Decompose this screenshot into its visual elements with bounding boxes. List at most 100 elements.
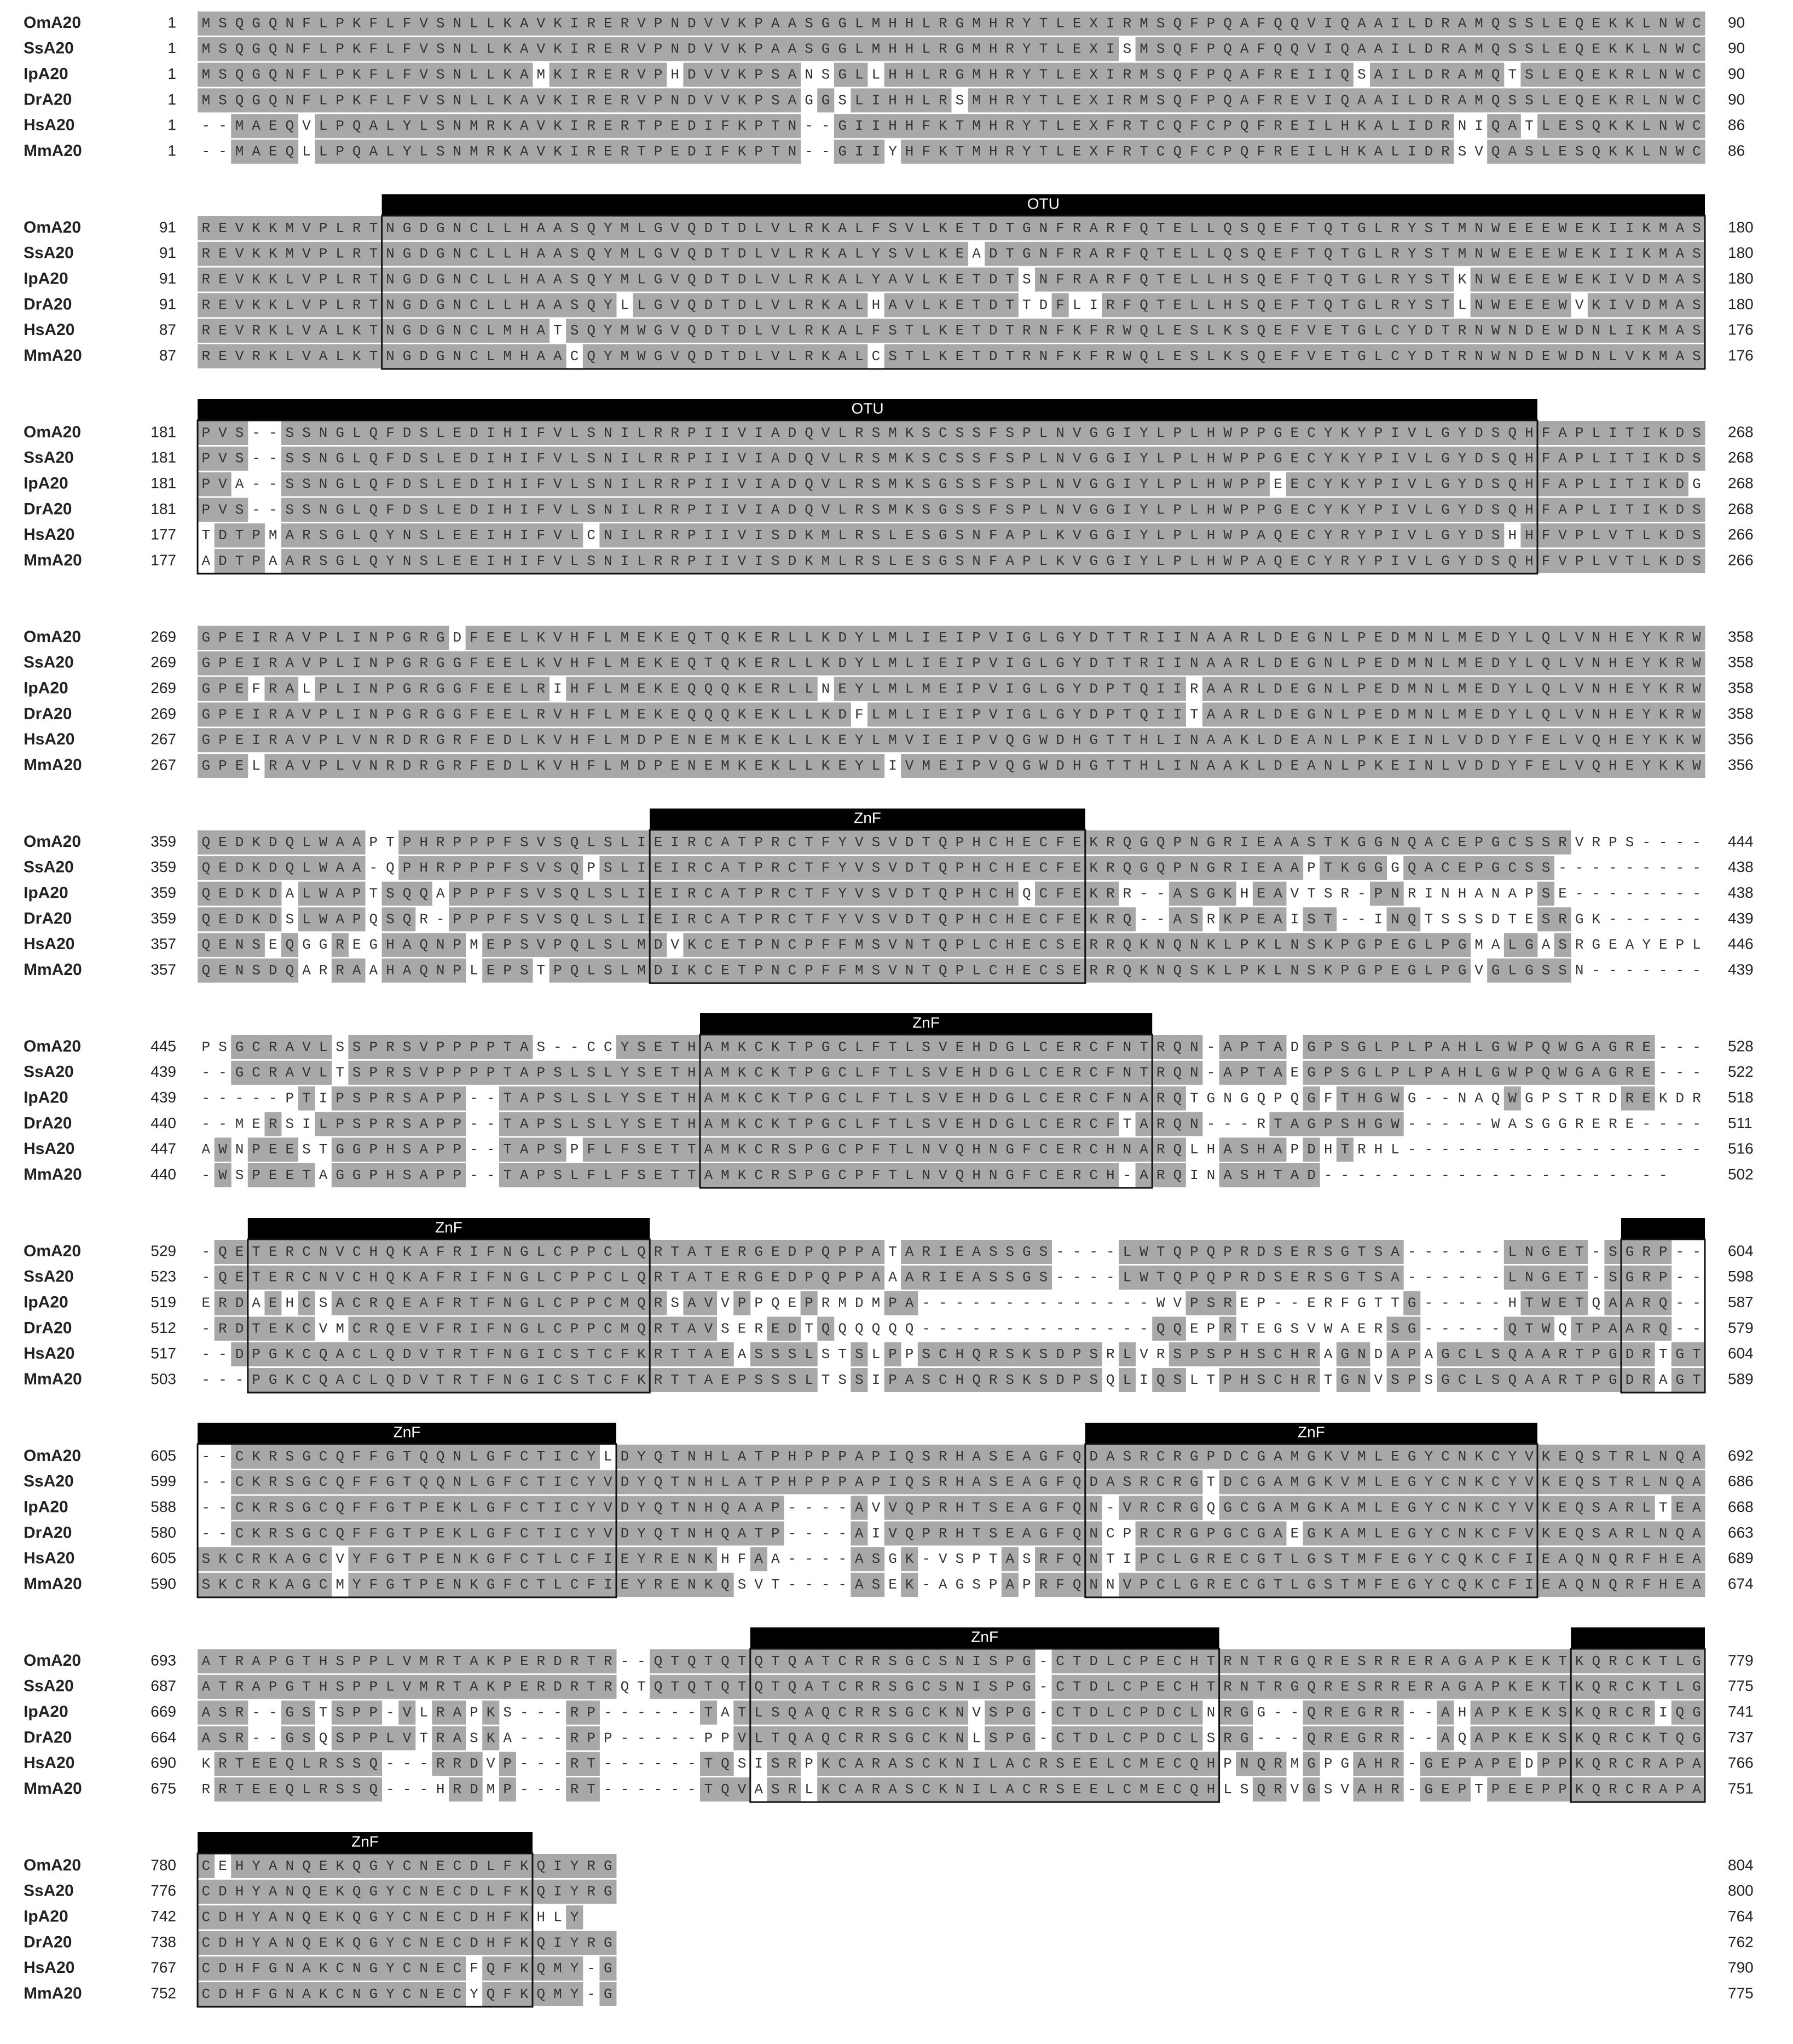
sequence: --CKRSGCQFFGTQQNLGFCTICYLDYQTNHLATPHPPPA… [202, 1448, 1709, 1465]
start-position: 357 [151, 961, 176, 978]
residue-shade [1152, 37, 1170, 61]
residue-shade [1437, 216, 1454, 240]
residue-shade [1102, 88, 1119, 113]
residue-shade [1135, 114, 1153, 138]
residue-shade [247, 114, 265, 138]
residue-shade [315, 267, 332, 292]
residue-shade [968, 88, 985, 113]
residue-shade [1437, 140, 1454, 164]
residue-shade [650, 114, 667, 138]
start-position: 1 [167, 117, 176, 134]
residue-shade [1671, 140, 1688, 164]
residue-shade [231, 37, 248, 61]
residue-shade [1185, 114, 1203, 138]
residue-shade [733, 88, 751, 113]
residue-shade [1152, 241, 1170, 266]
species-name: IpA20 [24, 1294, 68, 1312]
species-name: IpA20 [24, 679, 68, 697]
start-position: 767 [151, 1959, 176, 1976]
end-position: 779 [1728, 1652, 1754, 1668]
residue-shade [599, 216, 617, 240]
sequence: --MAEQLLPQALYLSNMRKAVKIRERTPEDIFKPTN--GI… [202, 143, 1709, 160]
residue-shade [733, 140, 751, 164]
species-name: DrA20 [24, 1933, 72, 1951]
residue-shade [1085, 62, 1102, 87]
residue-shade [1386, 241, 1404, 266]
residue-shade [331, 267, 349, 292]
residue-shade [716, 216, 734, 240]
sequence: CDHFGNAKCNGYCNECYQFKQMY-G [202, 1986, 621, 2002]
residue-shade [1185, 241, 1203, 266]
residue-shade [985, 140, 1002, 164]
residue-shade [616, 114, 634, 138]
residue-shade [348, 88, 366, 113]
species-name: SsA20 [24, 858, 74, 876]
residue-shade [867, 241, 885, 266]
residue-shade [198, 216, 215, 240]
residue-shade [331, 62, 349, 87]
end-position: 438 [1728, 858, 1754, 875]
start-position: 693 [151, 1652, 176, 1668]
domain-label: OTU [851, 400, 883, 417]
start-position: 780 [151, 1856, 176, 1873]
residue-shade [1320, 241, 1337, 266]
residue-shade [800, 37, 818, 61]
residue-shade [1537, 241, 1555, 266]
residue-shade [482, 216, 500, 240]
end-position: 176 [1728, 347, 1754, 363]
residue-shade [1370, 62, 1387, 87]
residue-shade [968, 140, 985, 164]
residue-shade [968, 62, 985, 87]
residue-shade [214, 62, 232, 87]
residue-shade [566, 216, 583, 240]
residue-shade [683, 62, 701, 87]
residue-shade [247, 267, 265, 292]
residue-shade [1320, 37, 1337, 61]
sequence: GPELRAVPLVNRDRGRFEDLKVHFLMDPENEMKEKLLKEY… [202, 758, 1709, 774]
residue-shade [582, 114, 600, 138]
residue-shade [1503, 140, 1521, 164]
residue-shade [231, 88, 248, 113]
residue-shade [398, 241, 416, 266]
residue-shade [348, 216, 366, 240]
residue-shade [901, 216, 918, 240]
residue-shade [1503, 11, 1521, 36]
species-name: SsA20 [24, 39, 74, 57]
residue-shade [1119, 88, 1136, 113]
alignment-block: OmA20 529 -QETERCNVCHQKAFRIFNGLCPPCLQRTATE… [24, 1218, 1754, 1394]
residue-shade [750, 216, 767, 240]
residue-shade [599, 140, 617, 164]
sequence: QENSDQARRAAHAQNPLEPSTPQLSLMDIKCETPNCPFFM… [202, 962, 1709, 979]
residue-shade [1487, 140, 1505, 164]
residue-shade [499, 11, 516, 36]
sequence: REVKKLVPLRTNGDGNCLLHAASQYLLGVQDTDLVLRKAL… [202, 297, 1709, 313]
residue-shade [784, 114, 801, 138]
sequence: --CKRSGCQFFGTQQNLGFCTICYVDYQTNHLATPHPPPA… [202, 1474, 1709, 1491]
residue-shade [1353, 88, 1370, 113]
end-position: 358 [1728, 705, 1754, 722]
residue-shade [1236, 62, 1253, 87]
residue-shade [214, 241, 232, 266]
residue-shade [934, 140, 952, 164]
species-name: OmA20 [24, 1652, 81, 1670]
residue-shade [1420, 140, 1437, 164]
species-name: MmA20 [24, 1370, 82, 1388]
residue-shade [1587, 241, 1605, 266]
residue-shade [482, 37, 500, 61]
residue-shade [315, 140, 332, 164]
end-position: 589 [1728, 1370, 1754, 1387]
residue-shade [1219, 140, 1236, 164]
residue-shade [733, 241, 751, 266]
residue-shade [264, 62, 282, 87]
sequence: -QETERCNVCHQKAFRIFNGLCPPCLQRTATERGEDPQPP… [202, 1269, 1709, 1286]
residue-shade [716, 37, 734, 61]
sequence: SKCRKAGCMYFGTPENKGFCTLCFIEYRENKQSVT----A… [202, 1577, 1709, 1593]
residue-shade [214, 37, 232, 61]
residue-shade [1001, 37, 1019, 61]
residue-shade [1671, 88, 1688, 113]
residue-shade [381, 88, 399, 113]
residue-shade [1202, 241, 1220, 266]
residue-shade [1487, 37, 1505, 61]
residue-shade [1135, 140, 1153, 164]
residue-shade [1303, 88, 1320, 113]
